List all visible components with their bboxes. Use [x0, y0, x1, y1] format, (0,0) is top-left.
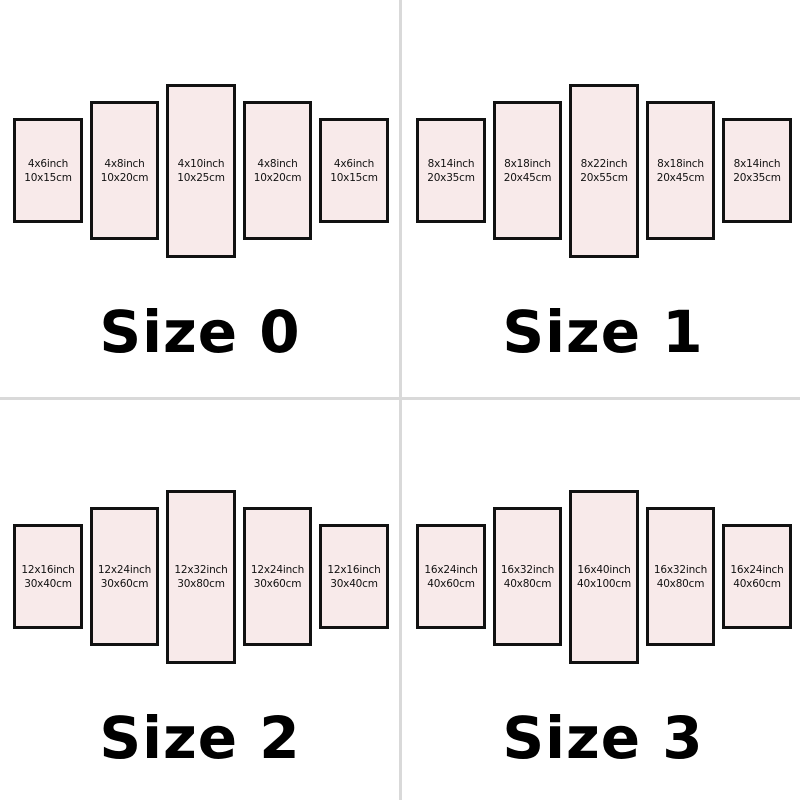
panel-size-cm: 40x80cm — [503, 577, 552, 590]
panel-size-inch: 8x22inch — [580, 158, 628, 170]
panel-size-cm: 30x80cm — [177, 578, 225, 590]
panel-size-inch: 4x6inch — [333, 157, 375, 170]
size-option-3: 16x24inch 40x60cm 16x32inch 40x80cm 16x40inc… — [403, 406, 800, 800]
panel-size-cm: 20x45cm — [656, 171, 705, 184]
panel-size-cm: 40x60cm — [733, 577, 781, 590]
panel-size-cm: 30x60cm — [253, 577, 302, 590]
panel-size-inch: 12x24inch — [97, 563, 152, 576]
canvas-panel: 4x8inch 10x20cm — [90, 101, 159, 240]
canvas-panel: 8x14inch 20x35cm — [722, 118, 792, 223]
canvas-panel: 8x18inch 20x45cm — [493, 101, 562, 240]
canvas-panel: 16x32inch 40x80cm — [646, 507, 715, 646]
canvas-panel: 12x32inch 30x80cm — [166, 490, 236, 664]
panel-size-inch: 16x32inch — [653, 563, 708, 576]
canvas-panel: 4x10inch 10x25cm — [166, 84, 236, 258]
panel-size-cm: 20x35cm — [427, 171, 475, 184]
panel-size-inch: 16x24inch — [730, 563, 784, 576]
canvas-panel: 4x6inch 10x15cm — [319, 118, 389, 223]
panel-size-inch: 16x24inch — [424, 563, 478, 576]
canvas-panel: 16x32inch 40x80cm — [493, 507, 562, 646]
horizontal-divider — [0, 397, 800, 400]
canvas-panel: 8x18inch 20x45cm — [646, 101, 715, 240]
canvas-panel: 12x16inch 30x40cm — [13, 524, 83, 629]
canvas-panel: 12x24inch 30x60cm — [90, 507, 159, 646]
size-label: Size 0 — [99, 298, 301, 366]
panel-size-inch: 12x32inch — [174, 564, 228, 576]
panel-size-cm: 40x60cm — [427, 577, 475, 590]
canvas-panel: 4x6inch 10x15cm — [13, 118, 83, 223]
panel-size-inch: 8x18inch — [504, 157, 551, 170]
panel-size-cm: 40x80cm — [656, 577, 705, 590]
panel-size-cm: 30x40cm — [24, 577, 72, 590]
panel-size-inch: 4x8inch — [257, 157, 298, 170]
canvas-panel: 4x8inch 10x20cm — [243, 101, 312, 240]
size-option-0: 4x6inch 10x15cm 4x8inch 10x20cm 4x10inch 10x2… — [0, 0, 400, 400]
panel-size-cm: 10x20cm — [100, 171, 149, 184]
panel-size-inch: 12x24inch — [250, 563, 305, 576]
panel-size-cm: 20x55cm — [580, 172, 628, 184]
panel-size-inch: 8x14inch — [427, 157, 475, 170]
panel-size-cm: 30x60cm — [100, 577, 149, 590]
size-label: Size 2 — [99, 704, 301, 772]
panel-size-inch: 4x6inch — [27, 157, 69, 170]
panel-size-inch: 8x18inch — [657, 157, 704, 170]
vertical-divider — [399, 0, 402, 800]
size-label: Size 1 — [502, 298, 704, 366]
panel-size-cm: 10x15cm — [24, 171, 72, 184]
panel-size-cm: 20x45cm — [503, 171, 552, 184]
panel-size-inch: 16x32inch — [500, 563, 555, 576]
size-label: Size 3 — [502, 704, 704, 772]
panel-size-inch: 12x16inch — [21, 563, 75, 576]
panel-size-cm: 40x100cm — [576, 578, 632, 590]
canvas-panel: 12x16inch 30x40cm — [319, 524, 389, 629]
canvas-panel: 16x24inch 40x60cm — [416, 524, 486, 629]
panel-size-inch: 8x14inch — [733, 157, 781, 170]
canvas-panel: 8x22inch 20x55cm — [569, 84, 639, 258]
panel-size-inch: 4x8inch — [104, 157, 145, 170]
size-option-2: 12x16inch 30x40cm 12x24inch 30x60cm 12x32inc… — [0, 406, 400, 800]
panel-size-inch: 4x10inch — [177, 158, 225, 170]
panel-size-inch: 16x40inch — [577, 564, 631, 576]
panel-size-cm: 30x40cm — [330, 577, 378, 590]
canvas-panel: 12x24inch 30x60cm — [243, 507, 312, 646]
canvas-panel: 16x24inch 40x60cm — [722, 524, 792, 629]
panel-size-cm: 10x20cm — [253, 171, 302, 184]
panel-size-cm: 10x25cm — [177, 172, 225, 184]
canvas-panel: 8x14inch 20x35cm — [416, 118, 486, 223]
panel-size-cm: 20x35cm — [733, 171, 781, 184]
size-option-1: 8x14inch 20x35cm 8x18inch 20x45cm 8x22inch 20… — [403, 0, 800, 400]
panel-size-cm: 10x15cm — [330, 171, 378, 184]
panel-size-inch: 12x16inch — [327, 563, 381, 576]
canvas-panel: 16x40inch 40x100cm — [569, 490, 639, 664]
